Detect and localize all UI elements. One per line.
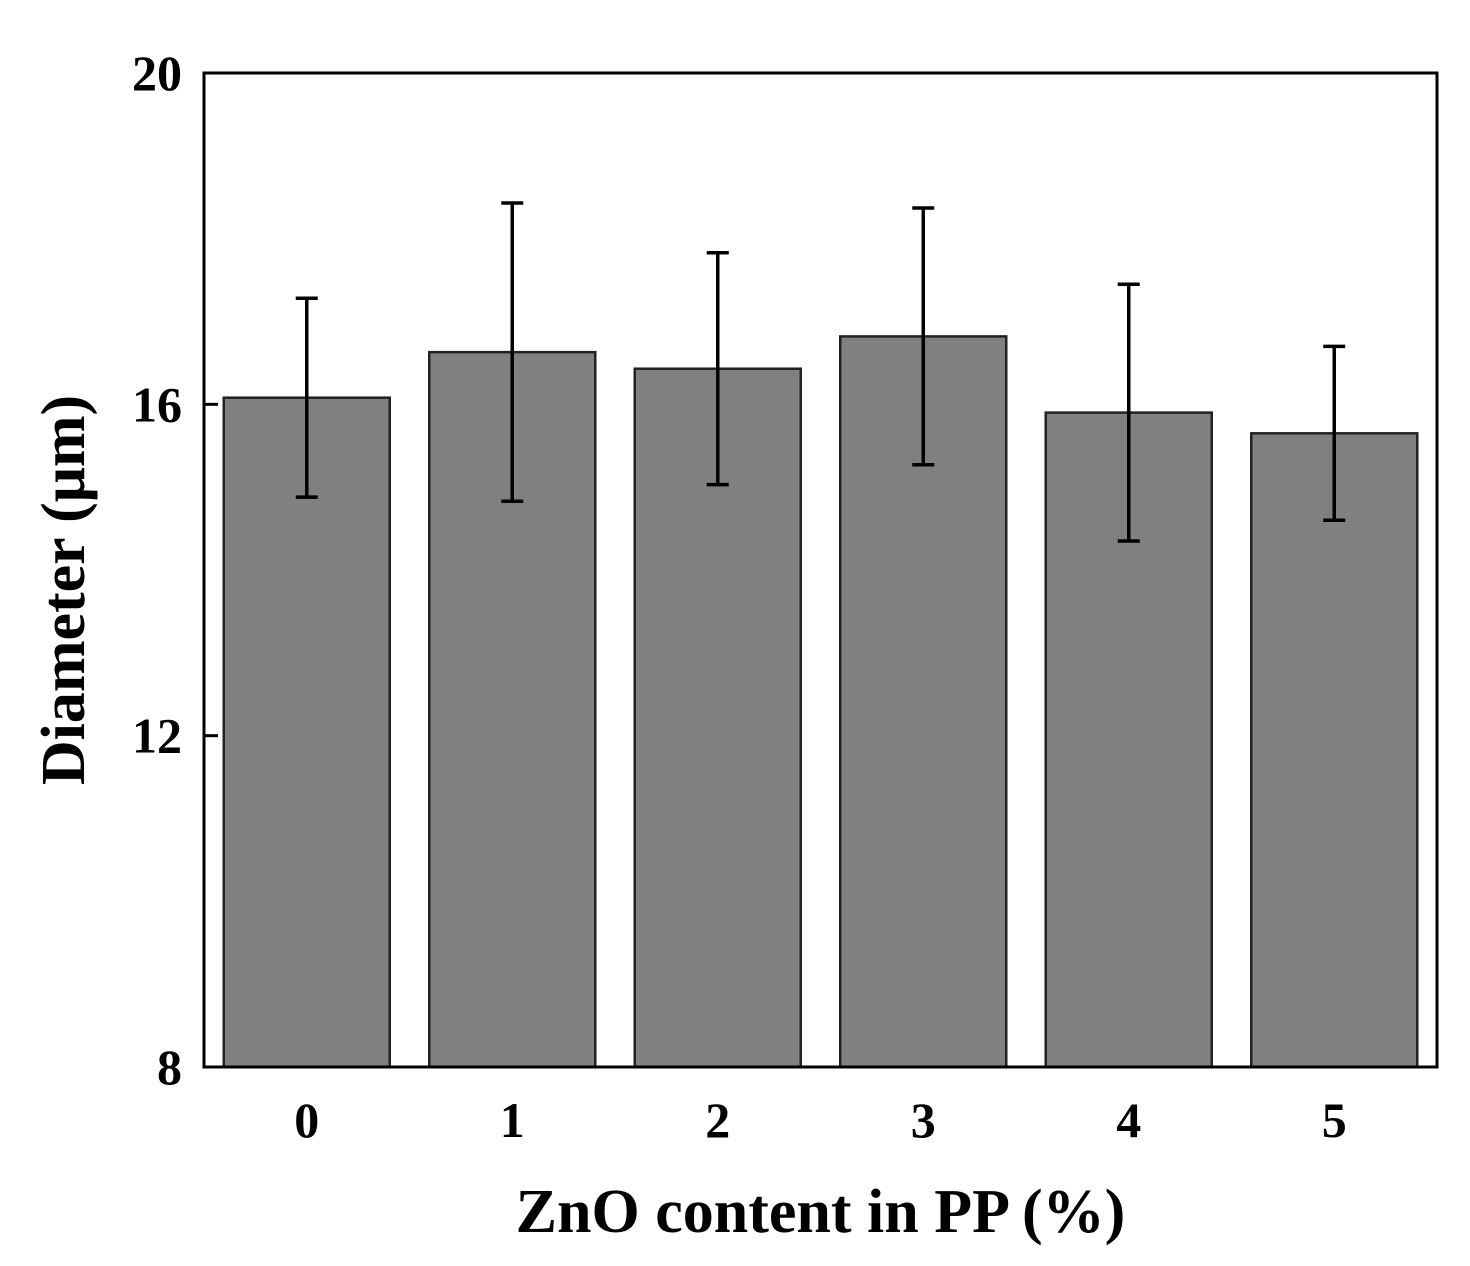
error-bar-0 [295, 296, 318, 499]
x-axis-ticks: 0 1 2 3 4 5 [294, 1092, 1347, 1148]
bar-0 [222, 396, 391, 1069]
error-bar-3 [912, 206, 935, 467]
y-axis-ticks: 8 12 16 20 [132, 45, 218, 1095]
y-axis-title: Diameter (μm) [30, 395, 98, 785]
y-tick-label: 12 [132, 708, 182, 764]
y-tick-label: 8 [157, 1039, 182, 1095]
bars [222, 335, 1419, 1069]
y-tick-label: 16 [132, 376, 182, 432]
x-tick-label: 2 [705, 1092, 730, 1148]
error-bar-5 [1323, 344, 1346, 523]
bar-5 [1250, 432, 1419, 1069]
error-bar-2 [706, 250, 729, 487]
error-bar-4 [1117, 282, 1140, 543]
error-bars [295, 201, 1346, 543]
x-axis-title: ZnO content in PP (%) [516, 1178, 1126, 1246]
x-tick-label: 5 [1322, 1092, 1347, 1148]
x-tick-label: 4 [1116, 1092, 1141, 1148]
error-bar-1 [501, 201, 524, 503]
x-tick-label: 1 [500, 1092, 525, 1148]
x-tick-label: 0 [294, 1092, 319, 1148]
x-tick-label: 3 [911, 1092, 936, 1148]
plot-frame [202, 71, 1439, 1069]
y-tick-label: 20 [132, 45, 182, 101]
